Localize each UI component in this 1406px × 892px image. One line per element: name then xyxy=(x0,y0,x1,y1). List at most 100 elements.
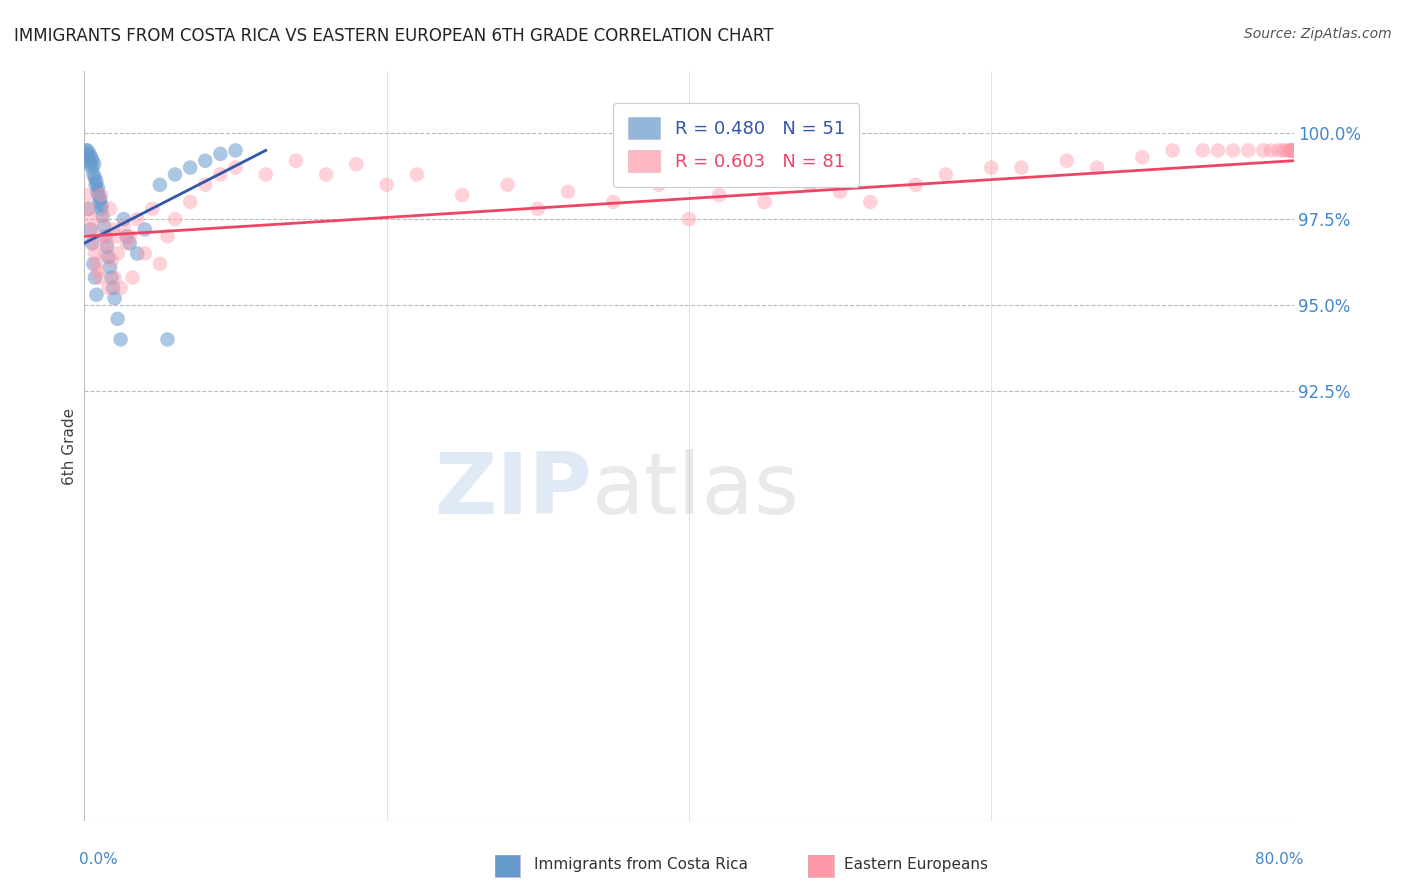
Point xyxy=(1206,144,1229,158)
Point xyxy=(97,250,120,264)
Point xyxy=(86,257,108,271)
Point xyxy=(82,168,104,182)
Point xyxy=(1282,144,1305,158)
Point xyxy=(83,157,105,171)
Point xyxy=(194,153,217,168)
Point xyxy=(602,194,624,209)
Point xyxy=(79,146,101,161)
Point xyxy=(1275,144,1298,158)
Point xyxy=(1267,144,1289,158)
Point xyxy=(104,270,127,285)
Point xyxy=(1279,144,1302,158)
Point xyxy=(709,188,731,202)
Point xyxy=(225,161,247,175)
Point xyxy=(104,291,127,305)
Text: Source: ZipAtlas.com: Source: ZipAtlas.com xyxy=(1244,27,1392,41)
Point xyxy=(76,188,98,202)
Point xyxy=(101,281,124,295)
Point xyxy=(179,161,201,175)
Point xyxy=(87,188,110,202)
Point xyxy=(1281,144,1303,158)
Point xyxy=(754,194,776,209)
Point xyxy=(209,146,232,161)
Point xyxy=(79,157,101,171)
Point xyxy=(980,161,1002,175)
Point xyxy=(100,270,122,285)
Point xyxy=(91,209,114,223)
Point xyxy=(141,202,163,216)
Point xyxy=(97,281,120,295)
Point xyxy=(935,168,957,182)
Point xyxy=(84,170,107,185)
Point xyxy=(115,236,138,251)
Point xyxy=(98,260,121,275)
Point xyxy=(799,178,821,192)
Point xyxy=(80,222,103,236)
Point xyxy=(1056,153,1078,168)
Point xyxy=(225,144,247,158)
Point xyxy=(76,144,98,158)
Point xyxy=(84,246,107,260)
Point xyxy=(93,219,115,233)
Point xyxy=(89,270,111,285)
Point xyxy=(90,202,112,216)
Point xyxy=(86,185,108,199)
Point xyxy=(179,194,201,209)
Point xyxy=(1085,161,1108,175)
Point xyxy=(904,178,927,192)
Y-axis label: 6th Grade: 6th Grade xyxy=(62,408,77,484)
Point xyxy=(100,253,122,268)
Point xyxy=(79,222,101,236)
Point xyxy=(406,168,429,182)
Point xyxy=(96,236,118,251)
Point xyxy=(1279,144,1302,158)
Point xyxy=(1271,144,1294,158)
Point xyxy=(84,178,107,192)
Point xyxy=(1282,144,1305,158)
Point xyxy=(527,202,550,216)
Point xyxy=(149,257,172,271)
Point xyxy=(648,178,671,192)
Point xyxy=(82,153,104,168)
Point xyxy=(209,168,232,182)
Point xyxy=(134,222,156,236)
Point xyxy=(859,194,882,209)
Point xyxy=(86,174,108,188)
Point xyxy=(90,198,112,212)
Point xyxy=(165,212,187,227)
Point xyxy=(82,236,104,251)
Text: 0.0%: 0.0% xyxy=(79,852,118,867)
Point xyxy=(87,181,110,195)
Point xyxy=(1282,144,1305,158)
Text: IMMIGRANTS FROM COSTA RICA VS EASTERN EUROPEAN 6TH GRADE CORRELATION CHART: IMMIGRANTS FROM COSTA RICA VS EASTERN EU… xyxy=(14,27,773,45)
Point xyxy=(98,202,121,216)
Point xyxy=(93,229,115,244)
Point xyxy=(80,150,103,164)
Text: Immigrants from Costa Rica: Immigrants from Costa Rica xyxy=(534,857,748,872)
Point xyxy=(86,287,108,301)
Point xyxy=(107,311,129,326)
Point xyxy=(346,157,368,171)
Point xyxy=(1278,144,1301,158)
Point xyxy=(79,212,101,227)
Point xyxy=(105,229,128,244)
Point xyxy=(830,185,852,199)
Point xyxy=(285,153,308,168)
Point xyxy=(91,212,114,227)
Point xyxy=(101,222,124,236)
Point xyxy=(89,192,111,206)
Point xyxy=(451,188,474,202)
Point xyxy=(194,178,217,192)
Point xyxy=(80,236,103,251)
Point xyxy=(156,229,179,244)
Legend: R = 0.480   N = 51, R = 0.603   N = 81: R = 0.480 N = 51, R = 0.603 N = 81 xyxy=(613,103,859,186)
Point xyxy=(115,229,138,244)
Point xyxy=(1282,144,1305,158)
Point xyxy=(76,146,98,161)
Point xyxy=(557,185,579,199)
Point xyxy=(87,263,110,277)
Text: ZIP: ZIP xyxy=(434,450,592,533)
Point xyxy=(149,178,172,192)
Point xyxy=(254,168,277,182)
Point xyxy=(82,257,104,271)
